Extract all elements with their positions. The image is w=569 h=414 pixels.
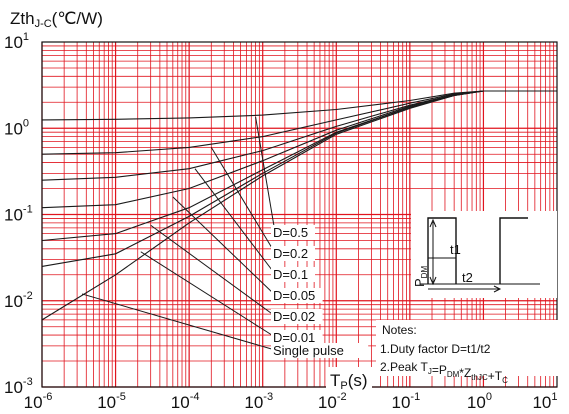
- note-subscript: C: [502, 376, 508, 385]
- y-tick-label-exponent: -3: [23, 376, 33, 388]
- y-tick-label-exponent: -1: [23, 204, 33, 216]
- x-tick-label-exponent: -5: [116, 391, 126, 403]
- y-tick-label: 100: [4, 117, 29, 138]
- x-tick-labels: 10-6 10-5 10-4 10-3 10-2 10-1 100 101: [24, 391, 558, 412]
- x-tick-label-exponent: 0: [486, 391, 492, 403]
- x-tick-label-base: 10: [392, 393, 411, 412]
- y-tick-label-base: 10: [4, 33, 23, 52]
- leader-line: [194, 168, 276, 275]
- notes-title: Notes:: [382, 323, 417, 337]
- leader-line: [172, 196, 276, 296]
- note-text: +T: [488, 369, 503, 383]
- y-tick-label-exponent: -2: [23, 290, 33, 302]
- x-tick-label: 10-5: [97, 391, 126, 412]
- pulse-waveform: [427, 217, 528, 284]
- t2-label: t2: [462, 270, 473, 285]
- y-axis-label-main: Zth: [10, 9, 35, 28]
- x-tick-label-base: 10: [171, 393, 190, 412]
- x-axis-label: TP(s): [330, 371, 368, 392]
- x-tick-label-exponent: -3: [263, 391, 273, 403]
- leader-line: [210, 147, 276, 254]
- t1-label: t1: [450, 242, 461, 257]
- x-axis-label-sub: P: [340, 380, 347, 392]
- pdm-label: PDM: [412, 266, 429, 287]
- curves: [41, 90, 557, 321]
- y-tick-label-base: 10: [4, 378, 23, 397]
- x-tick-label-base: 10: [24, 393, 43, 412]
- leader-line: [150, 224, 276, 317]
- x-tick-label-base: 10: [97, 393, 116, 412]
- pdm-label-sub: DM: [420, 266, 429, 279]
- x-tick-label: 10-2: [318, 391, 347, 412]
- leader-line: [81, 293, 276, 351]
- y-tick-label-base: 10: [4, 119, 23, 138]
- x-tick-label-base: 10: [318, 393, 337, 412]
- x-tick-label-exponent: -1: [410, 391, 420, 403]
- duty-label: D=0.02: [273, 309, 315, 324]
- x-axis-label-main: T: [330, 371, 340, 390]
- x-axis-label-box: TP(s): [326, 367, 372, 392]
- notes-block: Notes: 1.Duty factor D=t1/t2 2.Peak TJ=P…: [376, 320, 558, 385]
- duty-label: D=0.5: [273, 225, 308, 240]
- y-tick-label: 101: [4, 31, 29, 52]
- y-axis-label-sub: J-C: [35, 18, 52, 30]
- x-tick-label-base: 10: [532, 393, 551, 412]
- leader-line: [255, 116, 276, 233]
- y-axis-label: ZthJ-C(℃/W): [10, 9, 103, 30]
- duty-label: D=0.1: [273, 267, 308, 282]
- y-tick-label: 10-2: [4, 290, 33, 311]
- x-tick-label-exponent: -4: [190, 391, 200, 403]
- curve-single-pulse: [41, 90, 557, 321]
- x-tick-label-base: 10: [467, 393, 486, 412]
- x-tick-label: 10-4: [171, 391, 200, 412]
- duty-label-background: [271, 225, 315, 240]
- note-subscript: DM: [447, 370, 460, 379]
- leader-line: [140, 251, 276, 338]
- duty-label-background: [271, 267, 315, 282]
- x-tick-label: 10-6: [24, 391, 53, 412]
- x-tick-label: 10-3: [244, 391, 273, 412]
- duty-label-background: [271, 246, 315, 261]
- x-tick-label-exponent: 1: [551, 391, 557, 403]
- x-tick-label: 10-1: [392, 391, 421, 412]
- t2-arrow-head: [493, 285, 502, 293]
- note-text: =P: [432, 363, 447, 377]
- pdm-label-main: P: [412, 278, 427, 287]
- note-peak-temperature: 2.Peak TJ=PDM*ZthJC+TC: [380, 360, 508, 385]
- y-axis-label-unit: (℃/W): [52, 9, 103, 28]
- duty-label-background: [271, 343, 369, 358]
- y-tick-label-exponent: 0: [23, 117, 29, 129]
- x-axis-label-unit: (s): [348, 371, 368, 390]
- duty-labels: D=0.5 D=0.2 D=0.1 D=0.05 D=0.02 D=0.01Single …: [271, 225, 369, 358]
- note-text: *Z: [459, 366, 471, 380]
- y-tick-label: 10-1: [4, 204, 33, 225]
- pdm-arrow-heads: [429, 218, 437, 286]
- label-leader-lines: [81, 116, 276, 351]
- notes-background: [376, 320, 558, 376]
- pulse-diagram: PDM t1 t2: [411, 211, 557, 298]
- duty-label: Single pulse: [273, 343, 344, 358]
- duty-label: D=0.2: [273, 246, 308, 261]
- duty-label: D=0.05: [273, 288, 315, 303]
- x-tick-label: 101: [532, 391, 557, 412]
- duty-label: D=0.01: [273, 330, 315, 345]
- note-text: 2.Peak T: [380, 360, 428, 374]
- x-tick-label: 100: [467, 391, 492, 412]
- duty-label-background: [271, 288, 323, 303]
- y-tick-label-base: 10: [4, 206, 23, 225]
- y-tick-label-exponent: 1: [23, 31, 29, 43]
- note-subscript: thJC: [471, 373, 488, 382]
- duty-label-background: [271, 330, 323, 345]
- x-tick-label-exponent: -6: [43, 391, 53, 403]
- x-tick-label-exponent: -2: [337, 391, 347, 403]
- x-tick-label-base: 10: [244, 393, 263, 412]
- duty-label-background: [271, 309, 323, 324]
- y-tick-label: 10-3: [4, 376, 33, 397]
- note-subscript: J: [428, 367, 432, 376]
- note-duty-factor: 1.Duty factor D=t1/t2: [380, 342, 491, 356]
- y-tick-label-base: 10: [4, 292, 23, 311]
